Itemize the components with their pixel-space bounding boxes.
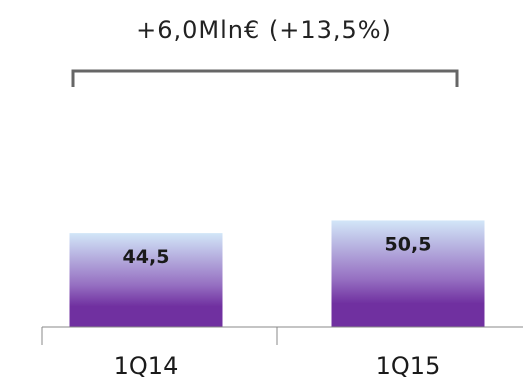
x-tick-label-1q14: 1Q14: [114, 352, 179, 380]
x-tick-label-1q15: 1Q15: [376, 352, 441, 380]
data-label-1q14: 44,5: [123, 246, 170, 268]
data-label-1q15: 50,5: [385, 233, 432, 255]
change-bracket: [71, 69, 459, 87]
bars-group: 44,5 50,5: [69, 220, 485, 327]
x-axis-categories: 1Q14 1Q15: [114, 352, 441, 380]
change-annotation: +6,0Mln€ (+13,5%): [136, 16, 392, 44]
bar-1q15: [331, 220, 485, 327]
bar-1q14: [69, 233, 223, 327]
